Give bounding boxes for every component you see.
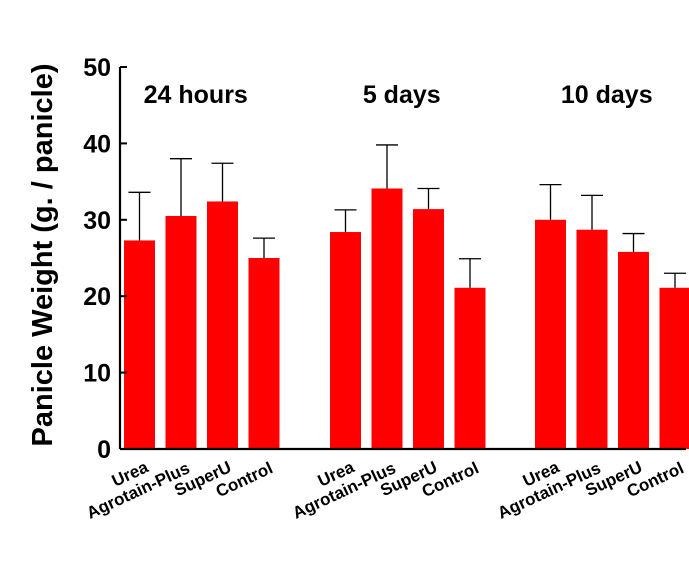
y-tick-label: 0 xyxy=(97,436,111,464)
bar xyxy=(454,287,486,449)
group-label: 24 hours xyxy=(144,81,248,109)
bar xyxy=(124,240,155,449)
bar xyxy=(659,287,689,449)
y-tick-label: 30 xyxy=(83,207,111,235)
y-axis-title: Panicle Weight (g. / panicle) xyxy=(27,64,59,447)
bar xyxy=(371,188,403,449)
error-bars-layer xyxy=(128,144,686,288)
y-tick-label: 40 xyxy=(83,130,111,158)
bar xyxy=(165,215,197,449)
bar xyxy=(248,258,280,449)
bar xyxy=(576,229,608,449)
bar xyxy=(618,251,649,449)
bar xyxy=(413,209,444,449)
y-tick-label: 20 xyxy=(83,283,111,311)
y-tick-label: 50 xyxy=(83,54,111,82)
y-ticks-layer: 0 10 20 30 40 50 xyxy=(83,54,127,464)
y-tick-label: 10 xyxy=(83,360,111,388)
group-label: 5 days xyxy=(363,81,441,109)
bar xyxy=(330,232,361,449)
bar xyxy=(207,201,238,449)
bars-layer xyxy=(124,188,689,449)
group-labels-layer: 24 hours 5 days 10 days xyxy=(144,81,653,109)
group-label: 10 days xyxy=(561,81,653,109)
bar xyxy=(535,219,566,449)
axes-layer xyxy=(118,67,686,451)
